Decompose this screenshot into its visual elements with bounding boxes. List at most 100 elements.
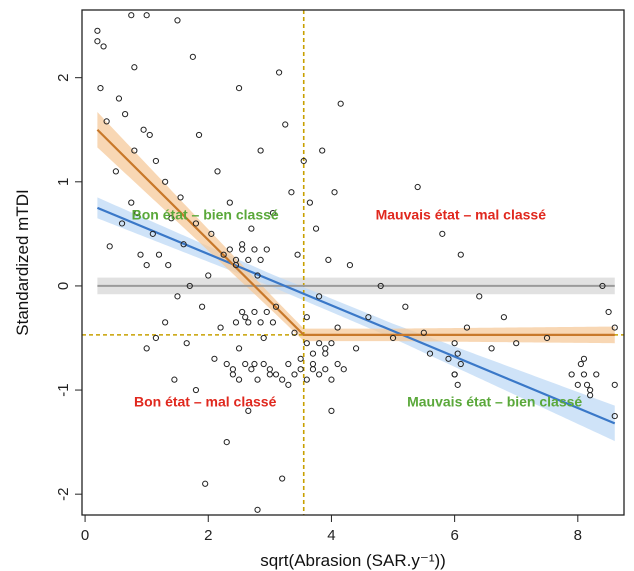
data-point <box>146 131 153 139</box>
data-point <box>568 371 575 378</box>
data-point <box>322 350 329 357</box>
data-point <box>272 303 280 310</box>
x-tick-label: 8 <box>574 527 582 544</box>
data-point <box>242 360 249 368</box>
data-point <box>235 84 243 92</box>
y-axis: -2 -1 0 1 2 <box>55 74 82 501</box>
fit-lines <box>82 10 624 515</box>
data-point <box>300 157 307 165</box>
data-point <box>285 381 292 388</box>
data-point <box>242 314 249 321</box>
data-point <box>297 366 304 373</box>
data-point <box>103 118 110 125</box>
data-point <box>340 366 347 373</box>
data-point <box>214 168 221 175</box>
data-point <box>266 371 273 378</box>
y-tick-label: 0 <box>55 282 72 290</box>
data-point <box>245 256 252 263</box>
data-point <box>325 256 332 263</box>
data-point <box>223 439 230 446</box>
data-point <box>248 366 255 373</box>
x-axis-title: sqrt(Abrasion (SAR.y⁻¹)) <box>260 551 446 570</box>
data-point <box>272 371 280 378</box>
data-point <box>420 329 427 336</box>
data-point <box>128 199 135 206</box>
data-point <box>152 334 160 342</box>
data-point <box>257 319 264 326</box>
data-point <box>605 308 612 316</box>
data-point <box>328 340 335 347</box>
data-point <box>346 262 354 269</box>
data-point <box>100 43 107 50</box>
x-tick-label: 2 <box>204 527 212 544</box>
data-point <box>217 324 224 331</box>
data-point <box>143 345 150 352</box>
data-point <box>322 345 329 352</box>
data-point <box>94 27 101 34</box>
data-point <box>402 303 409 310</box>
data-point <box>303 314 310 321</box>
data-point <box>282 121 289 128</box>
data-point <box>319 147 326 154</box>
data-point <box>235 345 243 352</box>
orange-fit-band <box>97 112 615 344</box>
data-point <box>174 293 181 300</box>
data-point <box>174 17 181 24</box>
data-point <box>285 360 292 368</box>
data-point <box>180 241 187 248</box>
data-point <box>254 506 261 513</box>
data-point <box>316 293 323 300</box>
data-point <box>189 53 196 60</box>
data-point <box>149 230 156 237</box>
data-point <box>134 209 141 217</box>
data-point <box>275 69 283 76</box>
data-point <box>254 272 261 279</box>
data-point <box>279 475 286 482</box>
data-point <box>183 340 190 347</box>
data-point <box>251 246 258 253</box>
y-tick-label: -1 <box>55 383 72 396</box>
y-tick-label: 2 <box>55 74 72 82</box>
blue-fit-line <box>96 206 616 425</box>
quadrant-label: Bon état – mal classé <box>134 394 277 410</box>
data-point <box>223 360 230 368</box>
data-point <box>245 407 252 414</box>
data-point <box>306 199 313 206</box>
y-axis-title: Standardized mTDI <box>13 189 32 335</box>
data-point <box>143 12 150 19</box>
data-points <box>94 12 618 513</box>
y-tick-label: 1 <box>55 178 72 186</box>
data-point <box>202 480 209 487</box>
data-point <box>513 340 520 347</box>
data-point <box>115 95 123 102</box>
data-point <box>316 371 323 378</box>
data-point <box>152 157 160 165</box>
data-point <box>205 272 212 279</box>
plot-frame <box>81 9 625 516</box>
data-point <box>611 381 618 388</box>
data-point <box>297 355 304 362</box>
data-point <box>131 64 138 71</box>
data-point <box>291 371 298 378</box>
data-point <box>294 251 301 258</box>
data-point <box>309 350 317 357</box>
data-point <box>155 251 163 258</box>
data-point <box>162 178 169 185</box>
data-point <box>593 371 600 378</box>
data-point <box>140 126 147 133</box>
data-point <box>352 345 360 352</box>
data-point <box>143 262 150 269</box>
data-point <box>199 303 206 310</box>
data-point <box>414 183 421 191</box>
data-point <box>269 319 277 326</box>
data-point <box>220 251 227 258</box>
data-point <box>192 386 200 394</box>
data-point <box>195 131 203 139</box>
y-tick-label: -2 <box>55 488 72 501</box>
quadrant-label: Mauvais état – mal classé <box>376 206 547 222</box>
data-point <box>599 282 606 290</box>
data-point <box>251 308 258 316</box>
data-point <box>263 308 270 316</box>
data-point <box>211 355 218 362</box>
data-point <box>451 371 458 378</box>
